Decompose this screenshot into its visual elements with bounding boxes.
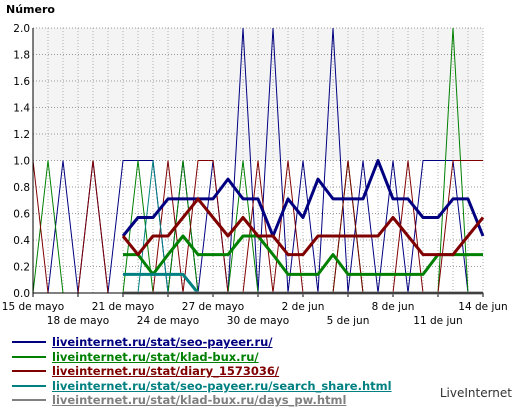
series-line-average (121, 197, 485, 257)
x-tick-label: 14 de jun (458, 301, 507, 313)
y-tick-label: 1.4 (13, 103, 30, 115)
x-tick-label: 11 de jun (413, 315, 462, 327)
x-tick-label: 21 de mayo (92, 301, 154, 313)
y-tick-label: 1.8 (13, 50, 30, 62)
x-tick-label: 30 de mayo (227, 315, 289, 327)
x-tick-label: 8 de jun (372, 301, 415, 313)
y-axis-title: Número (6, 3, 55, 16)
legend-swatch (12, 355, 46, 358)
legend-item: liveinternet.ru/stat/klad-bux.ru/days_pw… (12, 393, 392, 408)
y-tick-label: 2.0 (13, 23, 30, 35)
x-tick-label: 5 de jun (327, 315, 370, 327)
legend-link[interactable]: liveinternet.ru/stat/klad-bux.ru/ (52, 349, 259, 364)
legend-link[interactable]: liveinternet.ru/stat/seo-payeer.ru/ (52, 335, 273, 350)
y-tick-label: 0.0 (13, 288, 30, 300)
legend-swatch (12, 370, 46, 373)
x-tick-label: 27 de mayo (182, 301, 244, 313)
legend-link[interactable]: liveinternet.ru/stat/diary_1573036/ (52, 364, 280, 379)
y-tick-label: 0.4 (13, 235, 30, 247)
legend-swatch (12, 384, 46, 387)
legend-item: liveinternet.ru/stat/seo-payeer.ru/ (12, 335, 392, 350)
y-tick-label: 0.2 (13, 262, 30, 274)
brand-label: LiveInternet (439, 386, 512, 400)
legend-item: liveinternet.ru/stat/diary_1573036/ (12, 364, 392, 379)
y-tick-label: 0.8 (13, 182, 30, 194)
plot-frame (32, 28, 483, 294)
legend-swatch (12, 399, 46, 402)
x-tick-label: 2 de jun (282, 301, 325, 313)
x-tick-label: 24 de mayo (137, 315, 199, 327)
x-tick-labels: 15 de mayo 21 de mayo 27 de mayo 2 de jun 8 … (2, 293, 508, 327)
y-tick-label: 0.6 (13, 209, 30, 221)
y-tick-label: 1.6 (13, 76, 30, 88)
x-tick-label: 15 de mayo (2, 301, 64, 313)
line-chart: 0.0 0.2 0.4 0.6 0.8 1.0 1.2 1.4 1.6 1.8 2.0 15 de … (2, 23, 508, 327)
series-line-average (123, 234, 483, 276)
y-tick-labels: 0.0 0.2 0.4 0.6 0.8 1.0 1.2 1.4 1.6 1.8 2.0 (13, 23, 30, 300)
legend-link[interactable]: liveinternet.ru/stat/klad-bux.ru/days_pw… (52, 393, 347, 408)
series-line-average (121, 159, 485, 238)
y-tick-label: 1.2 (13, 129, 30, 141)
legend-link[interactable]: liveinternet.ru/stat/seo-payeer.ru/searc… (52, 378, 392, 393)
x-tick-label: 18 de mayo (47, 315, 109, 327)
y-tick-label: 1.0 (13, 156, 30, 168)
legend-item: liveinternet.ru/stat/seo-payeer.ru/searc… (12, 379, 392, 394)
legend-swatch (12, 341, 46, 344)
legend-item: liveinternet.ru/stat/klad-bux.ru/ (12, 350, 392, 365)
legend: liveinternet.ru/stat/seo-payeer.ru/livei… (12, 335, 392, 408)
